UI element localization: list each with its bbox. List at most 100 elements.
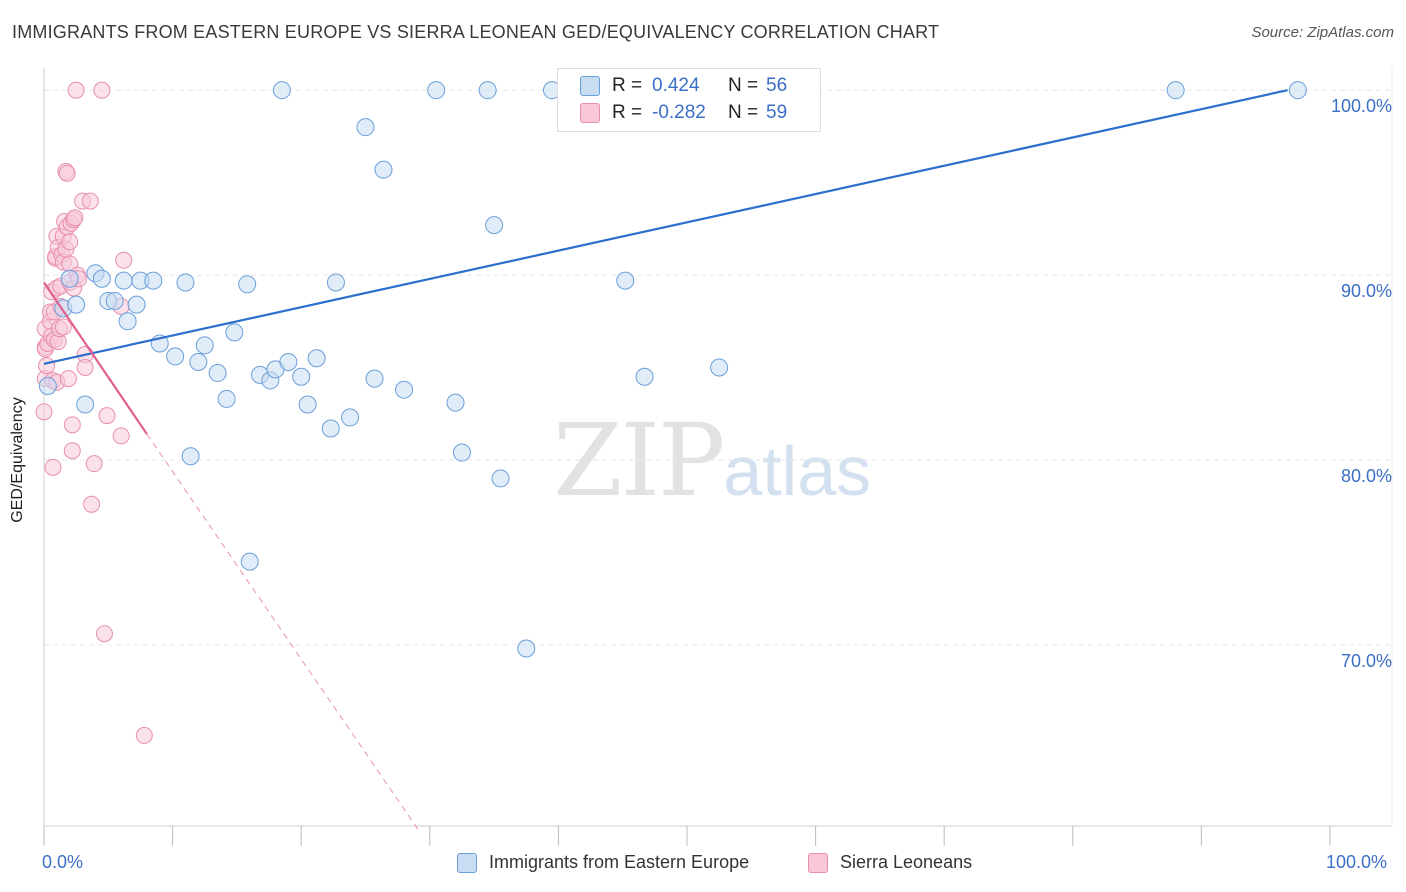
- eastern-europe-point: [144, 271, 163, 290]
- source-label: Source: ZipAtlas.com: [1251, 24, 1394, 41]
- sierra-leonean-point: [66, 209, 84, 227]
- bottom-legend: 0.0% Immigrants from Eastern Europe Sier…: [0, 852, 1406, 876]
- eastern-europe-point: [217, 389, 236, 408]
- eastern-europe-point: [365, 369, 384, 388]
- eastern-europe-point: [446, 393, 465, 412]
- eastern-europe-point: [1166, 81, 1185, 100]
- legend-swatch-blue: [457, 852, 477, 873]
- legend-r-value: -0.282: [652, 102, 706, 123]
- y-tick-labels: 70.0% 80.0% 90.0% 100.0%: [1331, 96, 1392, 671]
- sierra-leonean-point: [67, 81, 85, 99]
- sierra-leonean-point: [58, 164, 76, 182]
- eastern-europe-point: [60, 269, 79, 288]
- legend-row-eastern-europe: R = 0.424 N = 56: [580, 74, 842, 98]
- legend-swatch-pink: [808, 852, 828, 873]
- chart-title: IMMIGRANTS FROM EASTERN EUROPE VS SIERRA…: [12, 22, 940, 42]
- legend-item-label: Sierra Leoneans: [840, 852, 973, 872]
- sierra-leonean-point: [61, 233, 79, 251]
- eastern-europe-point: [92, 269, 111, 288]
- legend-swatch-blue: [580, 76, 600, 96]
- eastern-europe-point: [374, 160, 393, 179]
- y-axis-label: GED/Equivalency: [9, 397, 26, 523]
- y-tick-label-100: 100.0%: [1331, 96, 1392, 116]
- eastern-europe-point: [1288, 81, 1307, 100]
- sierra-leonean-point: [54, 318, 72, 336]
- eastern-europe-point: [272, 81, 291, 100]
- eastern-europe-point: [710, 358, 729, 377]
- legend-r-value: 0.424: [652, 75, 700, 96]
- eastern-europe-point: [478, 81, 497, 100]
- x-min-label: 0.0%: [42, 852, 84, 872]
- legend-row-sierra-leonean: R = -0.282 N = 59: [580, 101, 842, 125]
- legend-r-label: R =: [612, 75, 643, 96]
- eastern-europe-point: [326, 273, 345, 292]
- eastern-europe-point: [195, 336, 214, 355]
- legend-n-label: N =: [728, 75, 759, 96]
- eastern-europe-point: [321, 419, 340, 438]
- eastern-europe-points: [38, 81, 1307, 658]
- sierra-leonean-point: [85, 455, 103, 473]
- x-max-label: 100.0%: [1326, 852, 1388, 872]
- eastern-europe-point: [307, 349, 326, 368]
- eastern-europe-point: [208, 364, 227, 383]
- legend-item-sierra-leonean[interactable]: Sierra Leoneans: [808, 852, 972, 873]
- eastern-europe-point: [635, 367, 654, 386]
- eastern-europe-point: [395, 380, 414, 399]
- legend-item-label: Immigrants from Eastern Europe: [489, 852, 750, 872]
- sierra-leonean-points: [35, 81, 153, 744]
- eastern-europe-point: [279, 352, 298, 371]
- eastern-europe-point: [491, 469, 510, 488]
- sierra-leonean-point: [38, 357, 56, 375]
- eastern-europe-point: [225, 323, 244, 342]
- axis-ticks: [43, 826, 1331, 846]
- eastern-europe-point: [341, 408, 360, 427]
- eastern-europe-point: [238, 275, 257, 294]
- trend-lines: [43, 89, 1288, 830]
- sierra-leonean-point: [115, 251, 133, 269]
- sierra-leonean-point: [112, 427, 130, 445]
- eastern-europe-point: [176, 273, 195, 292]
- sierra-leonean-point: [63, 416, 81, 434]
- eastern-europe-point: [189, 352, 208, 371]
- sierra-leonean-point: [44, 458, 62, 476]
- eastern-europe-point: [76, 395, 95, 414]
- eastern-europe-point: [118, 312, 137, 331]
- sierra-leonean-point: [63, 442, 81, 460]
- sierra-leonean-point: [93, 81, 111, 99]
- sierra-leonean-point: [135, 726, 153, 744]
- sierra-leonean-point: [98, 407, 116, 425]
- eastern-europe-point: [67, 295, 86, 314]
- eastern-europe-point: [114, 271, 133, 290]
- legend-n-label: N =: [728, 102, 759, 123]
- legend-n-value: 56: [766, 75, 788, 96]
- y-tick-label-70: 70.0%: [1341, 651, 1392, 671]
- eastern-europe-point: [616, 271, 635, 290]
- legend-item-eastern-europe[interactable]: Immigrants from Eastern Europe: [457, 852, 749, 873]
- sierra-leonean-trend-extension: [146, 433, 419, 830]
- legend-r-label: R =: [612, 102, 643, 123]
- eastern-europe-point: [298, 395, 317, 414]
- correlation-legend: R = 0.424 N = 56 R = -0.282 N = 59: [557, 68, 821, 132]
- eastern-europe-point: [38, 376, 57, 395]
- eastern-europe-point: [517, 639, 536, 658]
- legend-swatch-pink: [580, 103, 600, 123]
- watermark: ZIPatlas: [553, 402, 871, 519]
- eastern-europe-trend-line: [43, 89, 1288, 365]
- sierra-leonean-point: [35, 403, 53, 421]
- eastern-europe-point: [181, 447, 200, 466]
- eastern-europe-point: [452, 443, 471, 462]
- eastern-europe-point: [485, 216, 504, 235]
- watermark-zip: ZIP: [553, 402, 725, 519]
- eastern-europe-point: [105, 291, 124, 310]
- legend-n-value: 59: [766, 102, 788, 123]
- y-tick-label-90: 90.0%: [1341, 281, 1392, 301]
- eastern-europe-point: [292, 367, 311, 386]
- sierra-leonean-point: [81, 192, 99, 210]
- eastern-europe-point: [427, 81, 446, 100]
- sierra-leonean-point: [76, 359, 94, 377]
- y-tick-label-80: 80.0%: [1341, 466, 1392, 486]
- sierra-leonean-point: [95, 625, 113, 643]
- watermark-atlas: atlas: [723, 432, 872, 510]
- sierra-leonean-trend-line: [43, 281, 148, 435]
- eastern-europe-point: [240, 552, 259, 571]
